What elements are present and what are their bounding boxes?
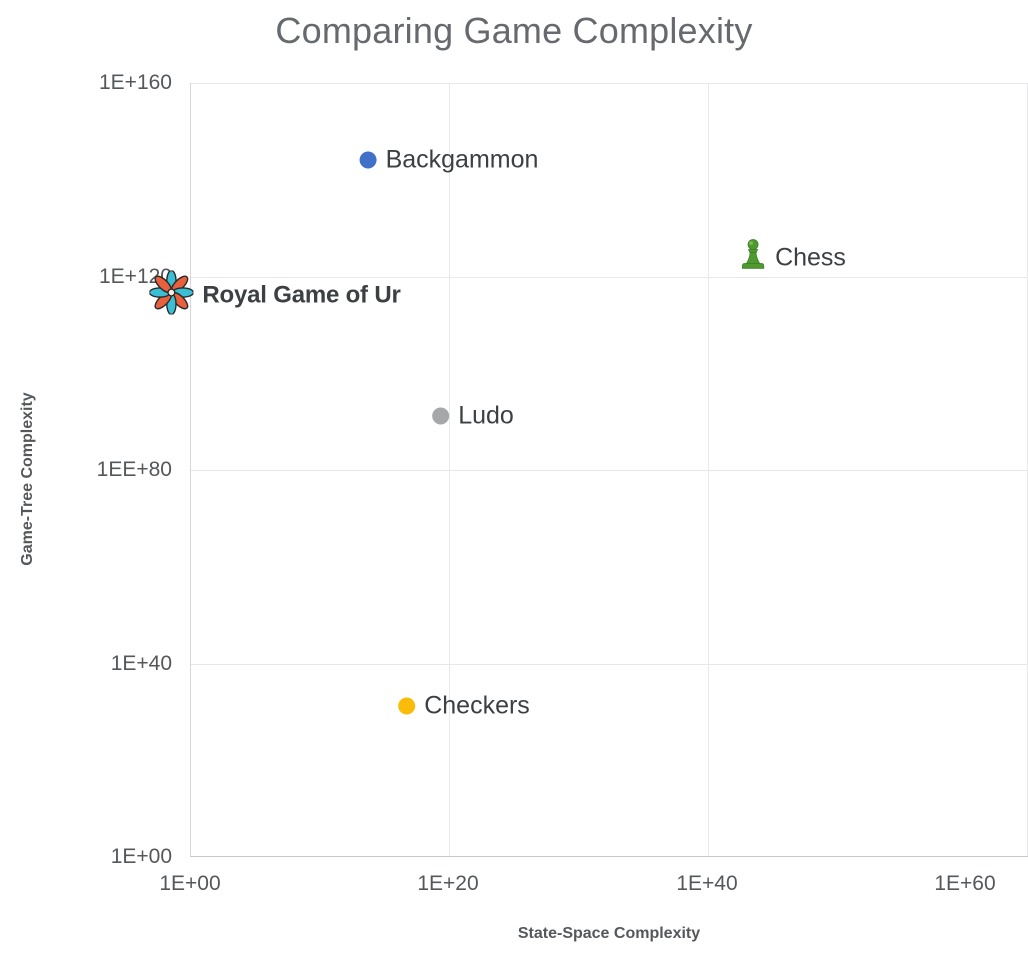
backgammon-marker-icon (359, 151, 377, 169)
rosette-icon (148, 269, 195, 320)
y-axis-title: Game-Tree Complexity (19, 392, 36, 566)
data-point-backgammon[interactable]: Backgammon (359, 145, 539, 175)
data-point-checkers[interactable]: Checkers (398, 692, 530, 721)
gridline-y-80 (191, 470, 1028, 471)
x-tick-label-40: 1E+40 (676, 872, 738, 895)
x-tick-label-60: 1E+60 (934, 872, 996, 895)
plot-area: Backgammon Chess (148, 83, 1028, 857)
ludo-marker-icon (432, 407, 450, 425)
x-tick-label-20: 1E+20 (417, 872, 479, 895)
y-tick-label-80: 1EE+80 (96, 458, 172, 481)
gridline-x-20 (449, 83, 450, 856)
checkers-marker-icon (398, 697, 416, 715)
gridline-y-120 (191, 276, 1028, 278)
chart-title: Comparing Game Complexity (275, 10, 753, 51)
data-point-chess[interactable]: Chess (740, 238, 846, 279)
x-tick-label-00: 1E+00 (159, 872, 221, 895)
data-point-label-backgammon: Backgammon (385, 145, 539, 174)
data-point-ludo[interactable]: Ludo (432, 402, 514, 431)
y-tick-label-40: 1E+40 (110, 651, 172, 675)
data-point-royal-game-of-ur[interactable]: Royal Game of Ur (148, 269, 401, 320)
data-point-label-chess: Chess (775, 243, 846, 272)
chess-pawn-icon (740, 238, 766, 279)
plot-top-border (191, 83, 1028, 84)
y-tick-label-120: 1E+120 (99, 264, 172, 288)
data-point-label-checkers: Checkers (424, 691, 530, 720)
gridline-y-40 (191, 663, 1028, 665)
y-tick-label-00: 1E+00 (110, 845, 172, 868)
data-point-label-royal-game-of-ur: Royal Game of Ur (202, 281, 401, 308)
data-point-label-ludo: Ludo (458, 401, 514, 430)
plot-inner: Backgammon Chess (148, 83, 1028, 856)
x-axis-title: State-Space Complexity (517, 925, 701, 942)
gridline-x-40 (708, 83, 709, 856)
y-tick-label-160: 1E+160 (99, 71, 172, 94)
